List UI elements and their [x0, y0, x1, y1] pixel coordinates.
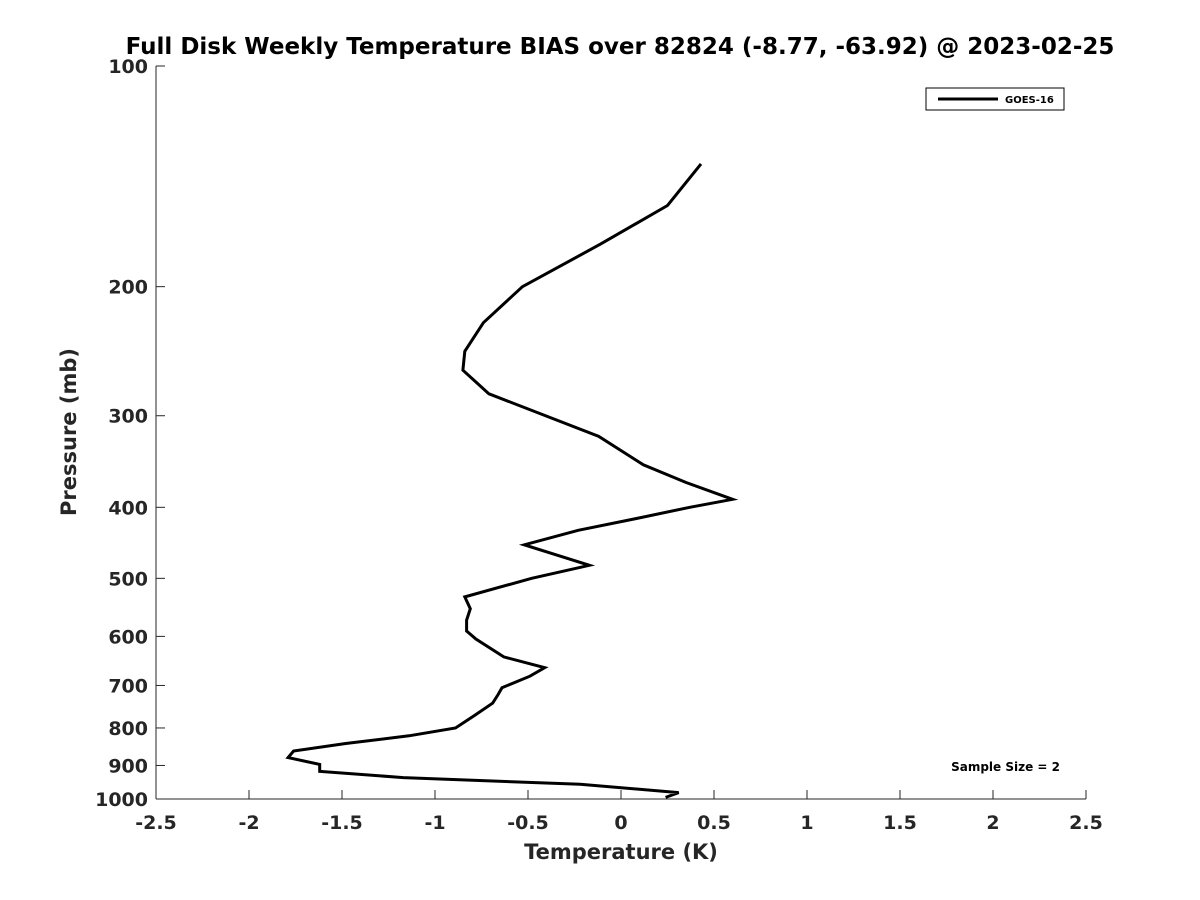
- y-tick-label: 100: [108, 56, 148, 78]
- x-tick-label: -2: [238, 812, 259, 834]
- legend-label-goes16: GOES-16: [1005, 95, 1054, 106]
- x-tick-label: 2: [986, 812, 999, 834]
- y-tick-label: 800: [108, 718, 148, 740]
- x-tick-label: -2.5: [135, 812, 177, 834]
- y-tick-label: 300: [108, 406, 148, 428]
- sample-size-annotation: Sample Size = 2: [951, 760, 1060, 774]
- y-tick-label: 1000: [95, 789, 148, 811]
- y-tick-label: 900: [108, 755, 148, 777]
- y-tick-label: 600: [108, 626, 148, 648]
- plot-lines: [285, 162, 739, 799]
- y-tick-label: 500: [108, 568, 148, 590]
- x-tick-label: 1: [800, 812, 813, 834]
- y-axis-ticks: 100 200 300 400 500 600 700 800 900 1000: [95, 56, 165, 811]
- y-tick-label: 200: [108, 277, 148, 299]
- x-tick-label: 1.5: [883, 812, 917, 834]
- x-axis-ticks: -2.5 -2 -1.5 -1 -0.5 0 0.5 1 1.5 2 2.5: [135, 790, 1103, 834]
- x-tick-label: -1: [424, 812, 445, 834]
- chart-title: Full Disk Weekly Temperature BIAS over 8…: [126, 34, 1115, 60]
- x-tick-label: -0.5: [507, 812, 549, 834]
- x-tick-label: -1.5: [321, 812, 363, 834]
- x-tick-label: 2.5: [1069, 812, 1103, 834]
- x-tick-label: 0.5: [697, 812, 731, 834]
- y-axis-label: Pressure (mb): [57, 348, 81, 516]
- x-tick-label: 0: [614, 812, 627, 834]
- axes: [155, 66, 1086, 800]
- x-axis-label: Temperature (K): [524, 840, 718, 864]
- series-line-goes-16: [285, 162, 739, 799]
- y-tick-label: 400: [108, 497, 148, 519]
- legend: GOES-16: [925, 87, 1065, 111]
- y-tick-label: 700: [108, 675, 148, 697]
